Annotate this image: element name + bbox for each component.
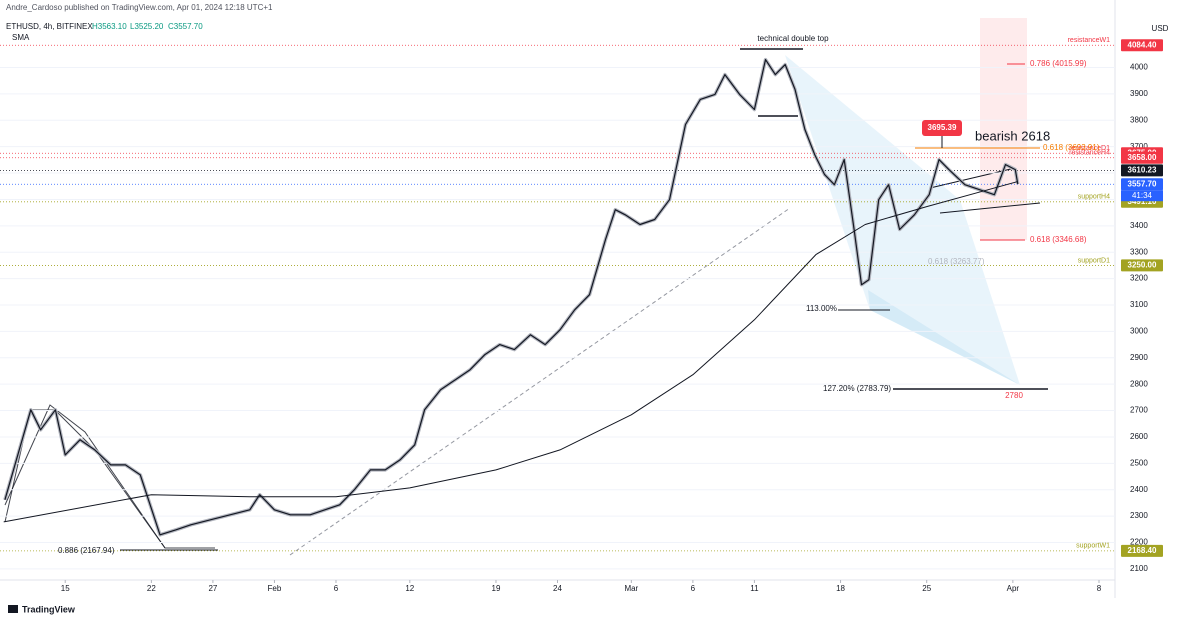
x-tick-label: 12 (405, 584, 414, 593)
y-tick-label: 2200 (1130, 538, 1148, 547)
y-tick-label: 2500 (1130, 458, 1148, 467)
y-tick-label: 3400 (1130, 221, 1148, 230)
indicator: SMA (12, 33, 30, 42)
annotation: technical double top (757, 34, 829, 43)
level-name: supportH4 (1078, 194, 1110, 201)
annotation: 3695.39 (928, 123, 957, 132)
trend-line (939, 202, 1041, 214)
annotation: 0.618 (3693.91) (1043, 143, 1100, 152)
level-name: resistanceH4 (1069, 150, 1110, 157)
symbol: ETHUSD, 4h, BITFINEX (6, 22, 93, 31)
plot-area (0, 44, 1115, 570)
annotation: 0.786 (4015.99) (1030, 59, 1087, 68)
y-tick-label: 3900 (1130, 89, 1148, 98)
annotation: 113.00% (806, 304, 837, 313)
annotation: 0.618 (3346.68) (1030, 235, 1087, 244)
logo-icon (8, 605, 18, 613)
currency: USD (1152, 24, 1169, 33)
annotation: 127.20% (2783.79) (823, 384, 891, 393)
y-tick-label: 2300 (1130, 511, 1148, 520)
x-tick-label: 22 (147, 584, 156, 593)
level-name: resistanceD1 (1069, 145, 1110, 152)
price-line (4, 59, 1019, 536)
x-tick-label: 18 (836, 584, 845, 593)
level-name: supportD1 (1078, 257, 1110, 264)
harmonic-pattern (785, 55, 1020, 385)
level-label: 4084.40 (1128, 40, 1157, 49)
level-tag (1121, 151, 1163, 164)
x-tick-label: 19 (492, 584, 501, 593)
level-label: 3557.70 (1128, 179, 1157, 188)
countdown: 41:34 (1132, 191, 1153, 200)
level-tag (1121, 164, 1163, 177)
y-tick-label: 2100 (1130, 564, 1148, 573)
y-tick-label: 3000 (1130, 326, 1148, 335)
byline: Andre_Cardoso published on TradingView.c… (6, 3, 273, 12)
y-tick-label: 2600 (1130, 432, 1148, 441)
price-callout (922, 120, 962, 136)
ohlc-close: C3557.70 (168, 22, 203, 31)
y-tick-label: 2900 (1130, 353, 1148, 362)
y-tick-label: 3200 (1130, 274, 1148, 283)
x-tick-label: 15 (61, 584, 70, 593)
level-tag (1121, 259, 1163, 272)
ohlc-high: H3563.10 (92, 22, 127, 31)
x-tick-label: 8 (1097, 584, 1102, 593)
x-tick-label: 11 (750, 584, 759, 593)
sma-line (3, 181, 1018, 523)
y-tick-label: 2700 (1130, 406, 1148, 415)
x-tick-label: 6 (334, 584, 339, 593)
ohlc-low: L3525.20 (130, 22, 164, 31)
level-tag (1121, 39, 1163, 52)
harmonic-pattern (785, 55, 1020, 385)
x-tick-label: Mar (624, 584, 638, 593)
trend-line (929, 167, 1016, 189)
level-tag (1121, 544, 1163, 557)
x-tick-label: 24 (553, 584, 562, 593)
y-tick-label: 3700 (1130, 142, 1148, 151)
level-label: 3491.10 (1128, 197, 1157, 206)
x-tick-label: 6 (691, 584, 696, 593)
y-tick-label: 3800 (1130, 115, 1148, 124)
level-name: supportW1 (1076, 543, 1110, 550)
x-tick-label: 25 (922, 584, 931, 593)
y-tick-label: 4000 (1130, 63, 1148, 72)
annotation: bearish 2618 (975, 128, 1050, 143)
y-tick-label: 3300 (1130, 247, 1148, 256)
projection-box (980, 18, 1027, 240)
x-tick-label: 27 (208, 584, 217, 593)
level-label: 3658.00 (1128, 153, 1157, 162)
level-tag (1121, 178, 1163, 191)
level-name: resistanceW1 (1068, 37, 1111, 44)
annotation: 2780 (1005, 391, 1023, 400)
countdown-tag (1121, 190, 1163, 202)
brand: TradingView (22, 604, 76, 614)
y-tick-label: 2800 (1130, 379, 1148, 388)
annotation: 0.618 (3263.77) (928, 257, 985, 266)
x-tick-label: Feb (268, 584, 282, 593)
annotation: 0.886 (2167.94) (58, 546, 115, 555)
y-tick-label: 3100 (1130, 300, 1148, 309)
level-label: 2168.40 (1128, 546, 1157, 555)
x-tick-label: Apr (1007, 584, 1020, 593)
trend-line (289, 207, 791, 556)
level-label: 3610.23 (1128, 165, 1157, 174)
level-label: 3250.00 (1128, 261, 1157, 270)
y-tick-label: 2400 (1130, 485, 1148, 494)
